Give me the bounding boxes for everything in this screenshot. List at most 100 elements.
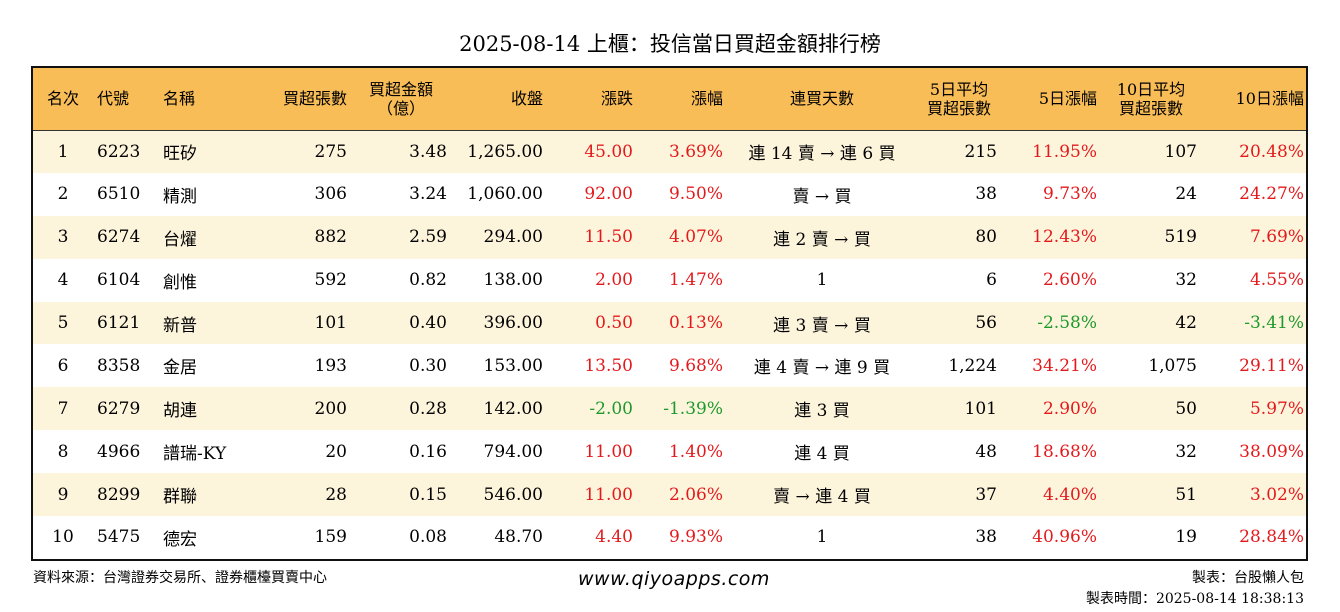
website-link[interactable]: www.qiyoapps.com [578, 568, 770, 590]
cell-avg10: 42 [1175, 313, 1197, 333]
cell-streak: 連 3 賣 → 買 [773, 315, 871, 336]
header-name: 名稱 [159, 68, 251, 131]
header-buy-lots: 買超張數 [251, 68, 351, 131]
cell-code: 5475 [97, 527, 141, 548]
cell-code: 6510 [97, 184, 141, 205]
cell-avg10: 50 [1175, 398, 1197, 419]
header-change: 漲跌 [547, 68, 637, 131]
cell-buy-lots: 882 [314, 227, 347, 248]
cell-buy-lots: 592 [314, 270, 347, 291]
cell-avg5: 80 [975, 227, 997, 248]
header-buy-amount-line2: （億） [376, 98, 425, 118]
cell-buy-amount: 0.30 [409, 355, 447, 376]
cell-buy-amount: 0.40 [409, 313, 447, 333]
cell-rank: 1 [57, 141, 69, 162]
cell-avg10: 1,075 [1148, 355, 1197, 376]
cell-code: 6104 [97, 270, 141, 291]
cell-close: 142.00 [483, 398, 543, 419]
cell-code: 6274 [97, 227, 141, 248]
cell-rank: 7 [57, 398, 69, 419]
cell-avg5: 56 [975, 313, 997, 333]
cell-buy-lots: 28 [325, 484, 347, 505]
table-row: 6 8358 金居 193 0.30 153.00 13.50 9.68% 連 … [33, 344, 1306, 387]
cell-rank: 3 [57, 227, 69, 248]
cell-change: -2.00 [589, 398, 633, 419]
page-title: 2025-08-14 上櫃：投信當日買超金額排行榜 [459, 32, 881, 56]
cell-pct10: 7.69% [1249, 227, 1304, 248]
cell-change: 11.00 [584, 441, 633, 462]
cell-change: 4.40 [595, 527, 633, 548]
cell-pct10: 4.55% [1249, 270, 1304, 291]
cell-name: 旺矽 [163, 144, 197, 165]
cell-buy-amount: 3.48 [409, 141, 447, 162]
cell-close: 1,265.00 [467, 141, 543, 162]
cell-buy-amount: 0.15 [409, 484, 447, 505]
cell-pct5: 4.40% [1042, 484, 1097, 505]
header-avg10-line1: 10日平均 [1116, 79, 1186, 99]
table-row: 4 6104 創惟 592 0.82 138.00 2.00 1.47% 1 6… [33, 259, 1306, 302]
cell-rank: 2 [57, 184, 69, 205]
cell-pct10: 20.48% [1239, 141, 1304, 162]
header-avg10-line2: 買超張數 [1118, 98, 1183, 118]
cell-name: 新普 [163, 315, 197, 336]
cell-avg5: 1,224 [948, 355, 997, 376]
cell-change-pct: 3.69% [668, 141, 723, 162]
cell-avg10: 19 [1175, 527, 1197, 548]
cell-close: 294.00 [483, 227, 543, 248]
header-avg5: 5日平均 買超張數 [917, 68, 1001, 131]
cell-change-pct: 9.68% [668, 355, 723, 376]
cell-avg5: 48 [975, 441, 997, 462]
cell-buy-lots: 306 [314, 184, 347, 205]
cell-avg10: 24 [1175, 184, 1197, 205]
cell-avg10: 107 [1164, 141, 1197, 162]
cell-rank: 5 [57, 313, 69, 333]
cell-code: 8358 [97, 355, 141, 376]
cell-pct10: 24.27% [1239, 184, 1304, 205]
header-rank: 名次 [33, 68, 93, 131]
cell-change: 0.50 [595, 313, 633, 333]
cell-pct5: 12.43% [1032, 227, 1097, 248]
cell-code: 6279 [97, 398, 141, 419]
header-avg10: 10日平均 買超張數 [1101, 68, 1201, 131]
cell-pct5: 18.68% [1032, 441, 1097, 462]
cell-close: 546.00 [483, 484, 543, 505]
table-header-row: 名次 代號 名稱 買超張數 買超金額 （億） 收盤 漲跌 漲幅 連買天數 5日平… [33, 68, 1306, 131]
cell-rank: 4 [57, 270, 69, 291]
data-source-note: 資料來源：台灣證券交易所、證券櫃檯買賣中心 [33, 570, 327, 586]
cell-name: 胡連 [163, 401, 197, 422]
made-time-note: 製表時間：2025-08-14 18:38:13 [1085, 591, 1304, 607]
cell-buy-lots: 193 [314, 355, 347, 376]
cell-buy-lots: 200 [314, 398, 347, 419]
table-row: 8 4966 譜瑞-KY 20 0.16 794.00 11.00 1.40% … [33, 430, 1306, 473]
cell-pct5: -2.58% [1037, 313, 1097, 333]
cell-name: 德宏 [163, 529, 197, 550]
cell-streak: 1 [816, 270, 828, 291]
cell-streak: 連 3 買 [794, 401, 850, 422]
cell-pct10: 5.97% [1249, 398, 1304, 419]
cell-change-pct: 9.93% [668, 527, 723, 548]
cell-rank: 6 [57, 355, 69, 376]
cell-buy-lots: 275 [314, 141, 347, 162]
ranking-table: 名次 代號 名稱 買超張數 買超金額 （億） 收盤 漲跌 漲幅 連買天數 5日平… [33, 68, 1306, 559]
cell-close: 138.00 [483, 270, 543, 291]
cell-streak: 1 [816, 527, 828, 548]
table-row: 10 5475 德宏 159 0.08 48.70 4.40 9.93% 1 3… [33, 516, 1306, 559]
cell-avg5: 215 [964, 141, 997, 162]
cell-avg5: 38 [975, 184, 997, 205]
cell-name: 台燿 [163, 229, 197, 250]
cell-pct10: 38.09% [1239, 441, 1304, 462]
cell-buy-lots: 101 [314, 313, 347, 333]
header-avg5-line2: 買超張數 [926, 98, 991, 118]
cell-buy-lots: 159 [314, 527, 347, 548]
maker-note: 製表：台股懶人包 [1192, 570, 1304, 586]
cell-close: 153.00 [483, 355, 543, 376]
cell-buy-amount: 0.28 [409, 398, 447, 419]
header-change-pct: 漲幅 [637, 68, 727, 131]
header-buy-amount: 買超金額 （億） [351, 68, 451, 131]
cell-code: 6121 [97, 313, 141, 333]
cell-change-pct: 4.07% [668, 227, 723, 248]
cell-change-pct: 2.06% [668, 484, 723, 505]
cell-avg10: 519 [1164, 227, 1197, 248]
header-avg5-line1: 5日平均 [929, 79, 989, 99]
cell-code: 8299 [97, 484, 141, 505]
